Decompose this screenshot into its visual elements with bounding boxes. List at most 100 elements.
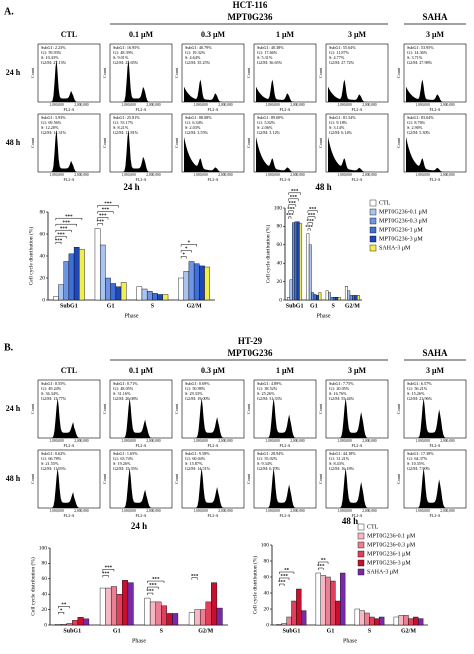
- significance-bracket: [58, 612, 65, 615]
- hist-x-label: FL2-A: [352, 513, 363, 518]
- bar: [172, 613, 179, 626]
- bar: [194, 609, 201, 626]
- gate-stat: S: 2.06%: [257, 125, 273, 130]
- bar: [328, 292, 331, 301]
- saha-header: SAHA: [422, 12, 448, 22]
- histogram-panel: SubG1: 16.95%G1: 48.39%S: 9.01%G2/M: 25.…: [102, 43, 173, 112]
- hist-x-tick: 1,000,000: [265, 103, 280, 108]
- gate-stat: G2/M: 14.31%: [41, 130, 67, 135]
- histogram-panel: SubG1: 0.71%G1: 48.05%S: 31.16%G2/M: 20.…: [102, 379, 173, 448]
- significance-bracket: [288, 204, 297, 207]
- legend-label: SAHA-3 μM: [379, 245, 411, 251]
- histogram: [40, 59, 98, 102]
- gate-stat: G1: 48.39%: [113, 50, 134, 55]
- bar: [393, 616, 399, 626]
- bar: [408, 618, 414, 626]
- panel-frame: [403, 43, 467, 103]
- bar: [369, 616, 375, 626]
- hist-y-label: Count: [102, 473, 107, 484]
- column-header: 0.1 μM: [129, 366, 154, 375]
- histogram: [328, 79, 386, 102]
- significance-label: ***: [60, 227, 68, 232]
- bar: [99, 244, 106, 301]
- drug-header: MPT0G236: [228, 12, 273, 22]
- column-header: 3 μM: [426, 366, 445, 375]
- significance-bracket: [307, 228, 311, 231]
- hist-x-tick: 1,000,000: [415, 509, 430, 514]
- bar: [155, 601, 162, 626]
- gate-stat: S: 4.64%: [185, 55, 201, 60]
- x-tick-label: SubG1: [63, 628, 81, 634]
- significance-bracket: [55, 223, 77, 227]
- gate-stat: SubG1: 83.04%: [407, 115, 434, 120]
- gate-stat: S: 15.26%: [407, 391, 425, 396]
- gate-stat: SubG1: 55.64%: [329, 45, 356, 50]
- bar: [63, 261, 70, 301]
- gate-stat: S: 15.87%: [185, 461, 203, 466]
- panel-frame: [109, 43, 173, 103]
- bar: [105, 587, 112, 626]
- bar: [374, 618, 380, 626]
- bar: [105, 277, 111, 301]
- column-header: 3 μM: [426, 30, 445, 39]
- gate-stat: S: 5.31%: [257, 55, 273, 60]
- significance-bracket: [97, 205, 119, 208]
- hist-x-label: FL2-A: [280, 443, 291, 448]
- hist-x-tick: 1,000,000: [415, 439, 430, 444]
- significance-label: **: [321, 559, 327, 564]
- gate-stat: S: 8.43%: [329, 461, 345, 466]
- histogram: [328, 136, 386, 172]
- gate-stat: S: 4.77%: [329, 55, 345, 60]
- bar: [178, 277, 184, 301]
- hist-y-label: Count: [318, 473, 323, 484]
- hist-x-label: FL2-A: [280, 513, 291, 518]
- bar: [354, 608, 360, 626]
- significance-bracket: [97, 217, 109, 220]
- hist-y-label: Count: [30, 137, 35, 148]
- gate-stat: SubG1: 0.62%: [41, 451, 66, 456]
- panel-frame: [325, 379, 389, 439]
- hist-x-label: FL2-A: [64, 177, 75, 182]
- bar: [281, 623, 287, 626]
- y-tick-label: 0: [279, 297, 282, 303]
- histogram-panel: SubG1: 88.08%G1: 6.34%S: 2.03%G2/M: 3.55…: [174, 113, 245, 182]
- gate-stat: S: 3.14%: [329, 125, 345, 130]
- hist-x-label: FL2-A: [352, 177, 363, 182]
- gate-stat: G2/M: 27.72%: [329, 60, 355, 65]
- hist-x-label: FL2-A: [430, 513, 441, 518]
- x-tick-label: SubG1: [60, 303, 78, 309]
- hist-x-tick: 2,000,000: [362, 439, 377, 444]
- histogram-panel: SubG1: 17.38%G1: 64.37%S: 10.35%G2/M: 7.…: [396, 449, 467, 518]
- column-header: 0.3 μM: [201, 30, 226, 39]
- gate-stat: G2/M: 27.98%: [407, 60, 433, 65]
- bar: [308, 244, 312, 301]
- hist-x-label: FL2-A: [136, 513, 147, 518]
- bar: [60, 624, 67, 626]
- gate-stat: G1: 60.04%: [185, 456, 206, 461]
- legend-swatch: [357, 523, 365, 531]
- legend-swatch: [369, 208, 377, 216]
- histogram-panel: SubG1: 40.38%G1: 17.66%S: 5.31%G2/M: 36.…: [246, 43, 317, 112]
- significance-bracket: [279, 583, 285, 586]
- hist-y-label: Count: [30, 403, 35, 414]
- hist-x-tick: 2,000,000: [146, 173, 161, 178]
- y-tick-label: 100: [261, 542, 270, 548]
- chart-title: 24 h: [123, 182, 139, 192]
- x-tick-label: G2/M: [198, 628, 213, 634]
- section-label: A.: [4, 6, 14, 17]
- gate-stat: G2/M: 3.12%: [257, 130, 281, 135]
- gate-stat: S: 36.34%: [41, 391, 59, 396]
- hist-x-tick: 2,000,000: [440, 103, 455, 108]
- x-axis-label: Phase: [132, 638, 146, 644]
- bar: [318, 292, 322, 301]
- significance-bracket: [147, 586, 159, 590]
- significance-label: ***: [309, 207, 317, 212]
- bar: [325, 290, 329, 301]
- cell-line: HCT-116: [233, 0, 268, 10]
- y-tick-label: 40: [40, 253, 46, 259]
- legend-swatch: [369, 235, 377, 243]
- gate-stat: SubG1: 16.95%: [113, 45, 140, 50]
- x-tick-label: G1: [310, 303, 318, 309]
- gate-stat: SubG1: 40.79%: [185, 45, 212, 50]
- bar: [403, 615, 409, 626]
